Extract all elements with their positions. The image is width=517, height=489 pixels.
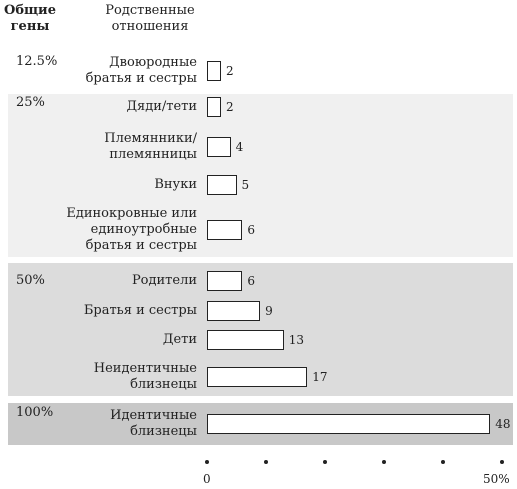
- bar: [207, 271, 243, 291]
- bar: [207, 175, 237, 195]
- group-label: 12.5%: [16, 54, 58, 69]
- bar-value-label: 5: [241, 178, 250, 192]
- bar: [207, 220, 243, 240]
- header-relation: Родственные отношения: [105, 3, 195, 34]
- row-label: Двоюродные братья и сестры: [85, 55, 197, 86]
- axis-dot: [264, 460, 268, 464]
- row-label: Неидентичные близнецы: [93, 361, 197, 392]
- bar-value-label: 6: [247, 274, 256, 288]
- bar: [207, 330, 284, 350]
- bar-value-label: 48: [495, 417, 511, 431]
- row-label: Дети: [162, 332, 197, 347]
- row-label: Дяди/тети: [126, 99, 197, 114]
- axis-dot: [205, 460, 209, 464]
- bar: [207, 97, 221, 117]
- header-shared-genes: Общие гены: [4, 3, 56, 34]
- bar: [207, 301, 261, 321]
- row-label: Братья и сестры: [83, 303, 197, 318]
- axis-dot: [441, 460, 445, 464]
- band-25: [8, 94, 513, 257]
- group-label: 100%: [16, 405, 54, 420]
- row-label: Единокровные или единоутробные братья и …: [66, 206, 197, 253]
- row-label: Племянники/ племянницы: [104, 131, 197, 162]
- bar-value-label: 17: [312, 370, 328, 384]
- axis-dot: [323, 460, 327, 464]
- bar-value-label: 4: [235, 140, 244, 154]
- axis-dot: [500, 460, 504, 464]
- x-tick-label: 0: [203, 472, 211, 486]
- x-tick-label: 50%: [483, 472, 510, 486]
- axis-dot: [382, 460, 386, 464]
- bar: [207, 61, 221, 81]
- row-label: Родители: [131, 273, 197, 288]
- row-label: Идентичные близнецы: [110, 408, 197, 439]
- bar: [207, 414, 491, 434]
- bar-value-label: 2: [226, 100, 234, 114]
- bar-value-label: 6: [247, 223, 256, 237]
- bar-value-label: 9: [265, 304, 273, 318]
- bar-value-label: 13: [288, 333, 304, 347]
- bar: [207, 367, 308, 387]
- group-label: 25%: [16, 95, 45, 110]
- bar-value-label: 2: [226, 64, 234, 78]
- row-label: Внуки: [154, 177, 197, 192]
- bar: [207, 137, 231, 157]
- group-label: 50%: [16, 273, 45, 288]
